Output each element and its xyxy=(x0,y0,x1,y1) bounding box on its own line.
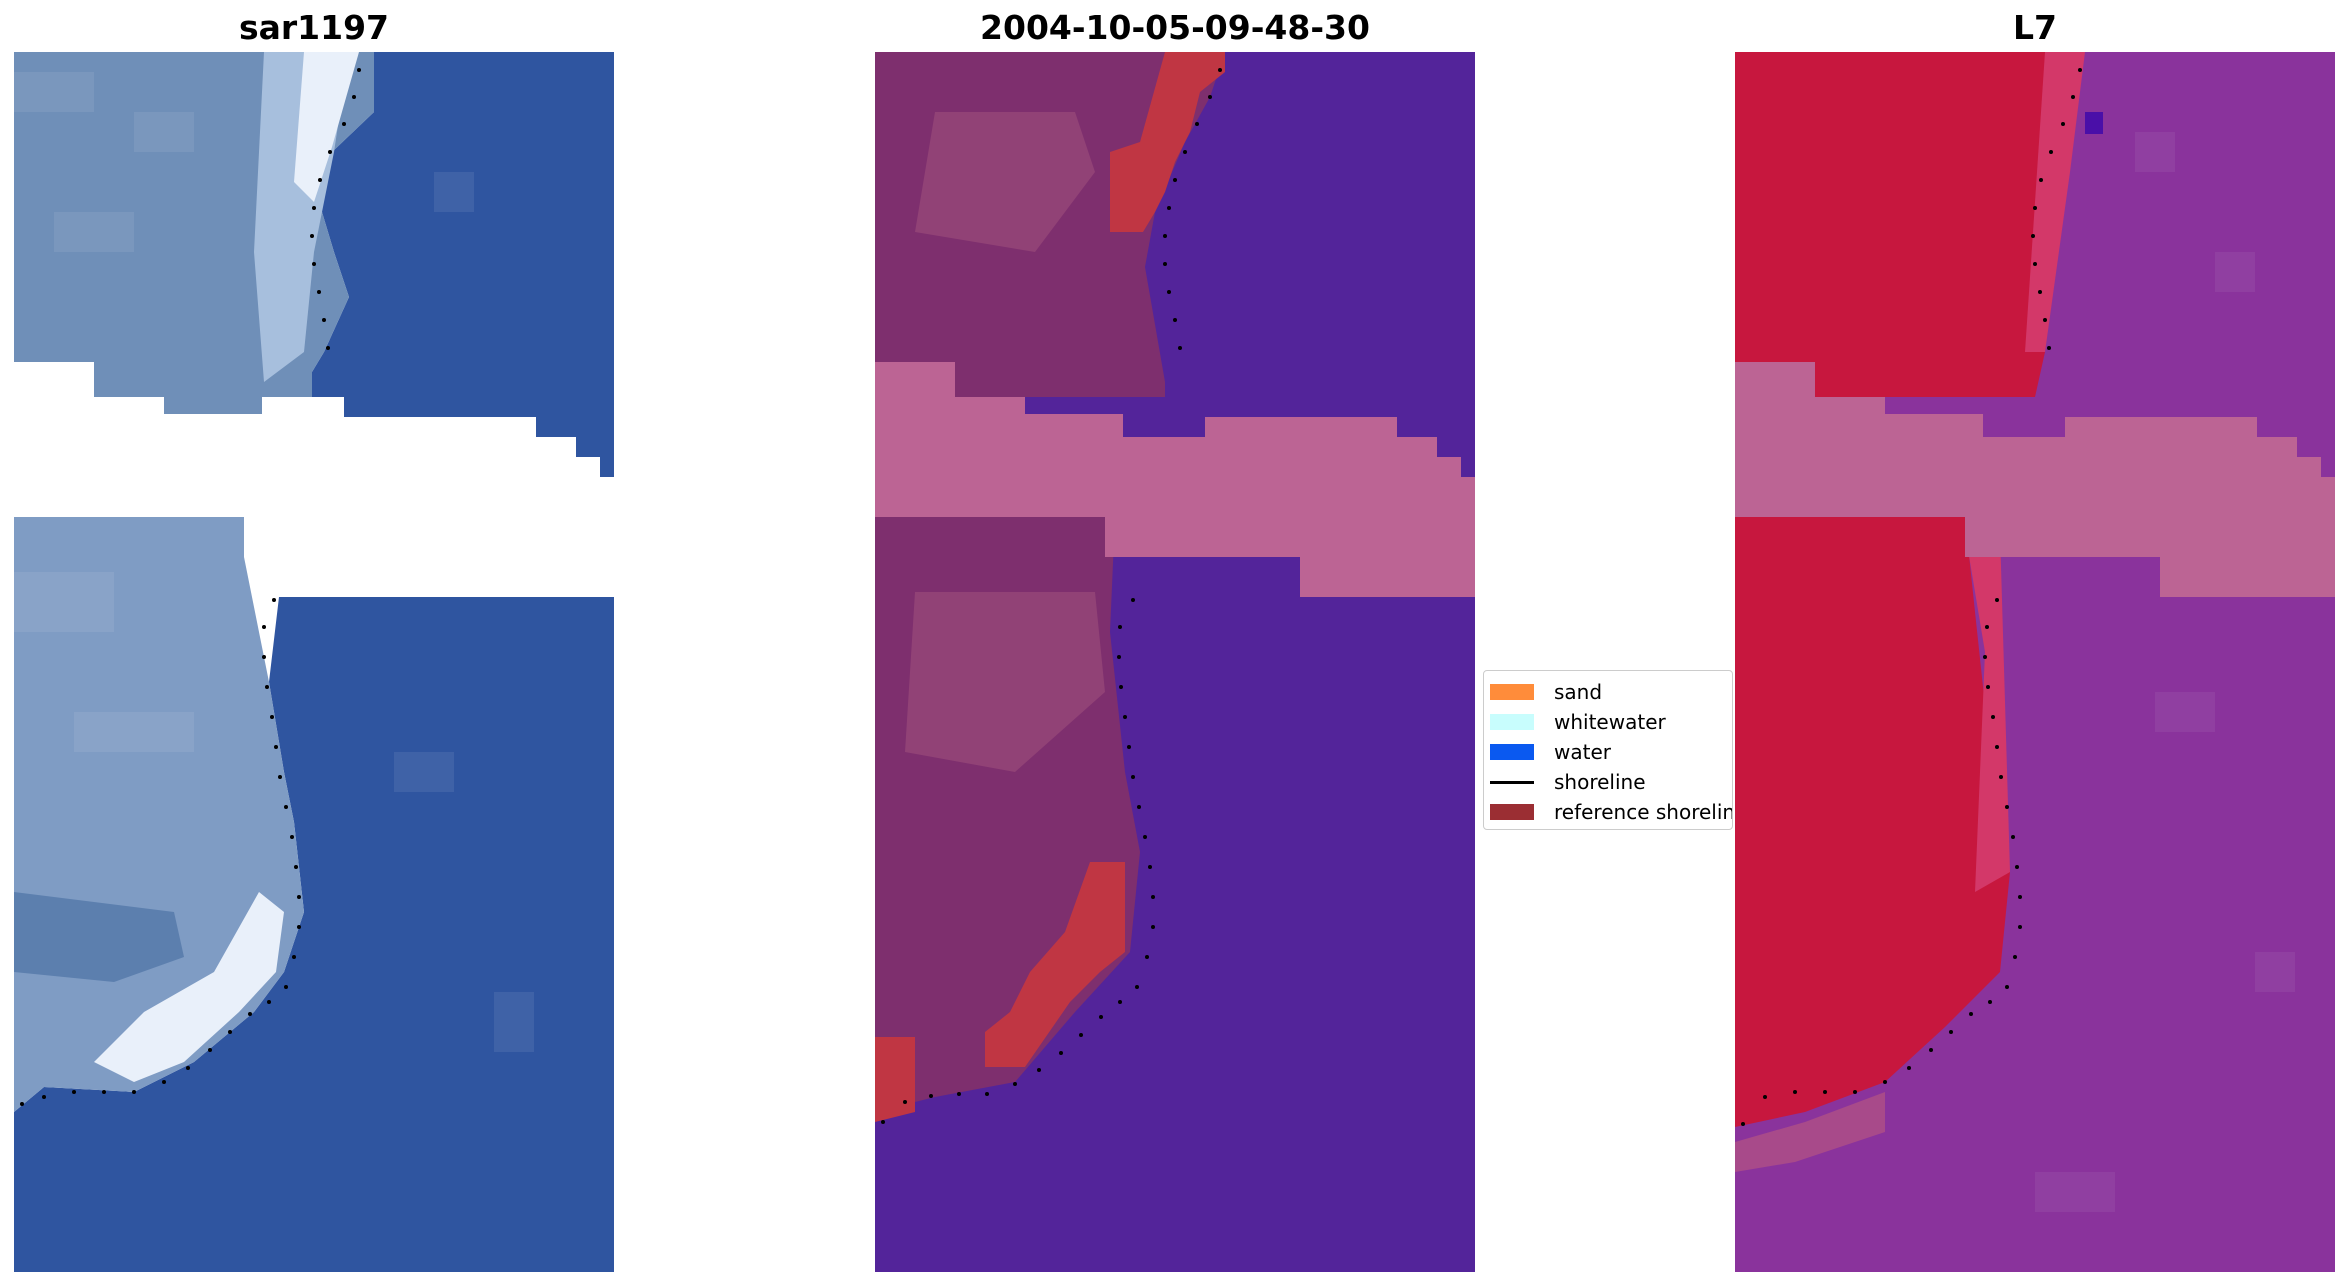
index-dark-pixel xyxy=(2085,112,2103,134)
legend-item-water: water xyxy=(1490,737,1611,767)
index-texture xyxy=(2035,132,2295,1212)
class-cloud-mask xyxy=(875,362,1475,597)
water-swatch xyxy=(1490,744,1534,760)
class-shoreline-dots xyxy=(881,68,1222,1124)
index-image xyxy=(1735,52,2335,1272)
rgb-water xyxy=(14,52,614,1272)
legend-item-shoreline: shoreline xyxy=(1490,767,1646,797)
panel-title: 2004-10-05-09-48-30 xyxy=(980,8,1370,47)
panel-classification: 2004-10-05-09-48-30 xyxy=(875,0,1475,1283)
whitewater-swatch xyxy=(1490,714,1534,730)
legend-label: reference shoreline xyxy=(1554,800,1733,824)
legend-label: shoreline xyxy=(1554,770,1646,794)
index-shoreline-dots xyxy=(1741,68,2082,1126)
legend: sand whitewater water shoreline referenc… xyxy=(1483,670,1733,830)
rgb-image xyxy=(14,52,614,1272)
index-land xyxy=(1735,52,2085,1172)
classification-image xyxy=(875,52,1475,1272)
rgb-texture xyxy=(14,72,534,1052)
rgb-beach xyxy=(14,52,374,1112)
legend-label: water xyxy=(1554,740,1611,764)
rgb-shoreline-dots xyxy=(20,68,361,1106)
reference-shoreline-swatch xyxy=(1490,804,1534,820)
legend-item-whitewater: whitewater xyxy=(1490,707,1666,737)
shoreline-line-swatch xyxy=(1490,780,1534,784)
legend-label: sand xyxy=(1554,680,1603,704)
panel-rgb: sar1197 xyxy=(14,0,614,1283)
panel-title: sar1197 xyxy=(238,8,390,47)
legend-item-sand: sand xyxy=(1490,677,1602,707)
class-land xyxy=(875,52,1225,1112)
sand-swatch xyxy=(1490,684,1534,700)
index-cloud-mask xyxy=(1735,362,2335,597)
legend-label: whitewater xyxy=(1554,710,1666,734)
panel-index: L7 xyxy=(1735,0,2335,1283)
panel-title: L7 xyxy=(2013,8,2057,47)
legend-item-reference-shoreline: reference shoreline xyxy=(1490,797,1733,827)
